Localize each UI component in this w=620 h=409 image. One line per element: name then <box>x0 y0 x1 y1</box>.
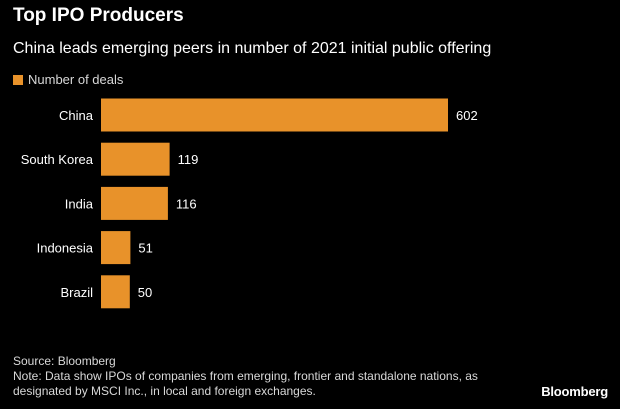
value-label: 119 <box>178 152 199 167</box>
value-label: 116 <box>176 196 197 211</box>
bar-south-korea <box>101 142 170 176</box>
legend: Number of deals <box>13 72 123 88</box>
bar-indonesia <box>101 231 131 265</box>
value-label: 50 <box>138 285 152 300</box>
bar-china <box>101 98 448 132</box>
bloomberg-logo: Bloomberg <box>541 384 608 399</box>
chart-subtitle: China leads emerging peers in number of … <box>13 40 492 57</box>
value-label: 602 <box>456 108 478 123</box>
category-label: China <box>59 108 94 123</box>
category-label: India <box>65 196 94 211</box>
chart-title: Top IPO Producers <box>13 5 184 26</box>
source-note: Source: Bloomberg <box>13 354 116 368</box>
bar-india <box>101 186 168 220</box>
category-label: South Korea <box>21 152 94 167</box>
legend-label: Number of deals <box>28 72 124 87</box>
footnote: Note: Data show IPOs of companies from e… <box>13 369 478 398</box>
category-label: Indonesia <box>37 241 94 256</box>
bar-brazil <box>101 275 130 309</box>
category-label: Brazil <box>60 285 93 300</box>
legend-swatch <box>13 75 23 85</box>
value-label: 51 <box>138 241 152 256</box>
